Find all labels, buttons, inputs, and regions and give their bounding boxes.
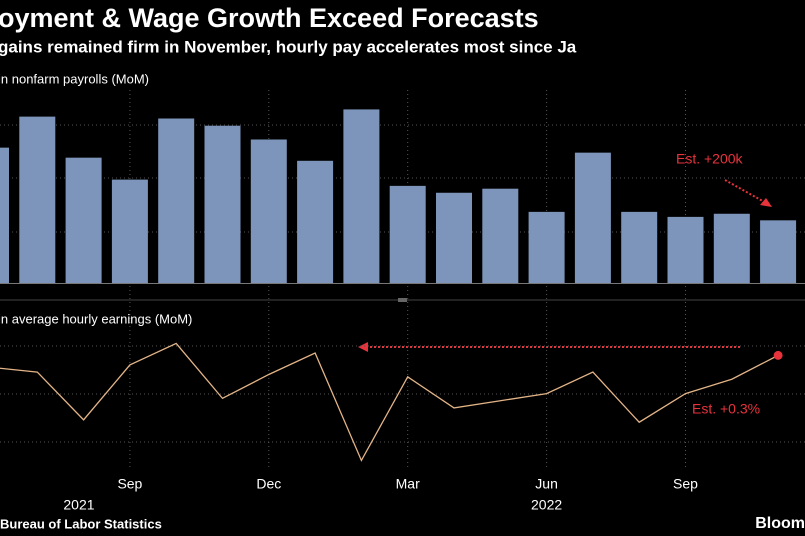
x-tick-label: Dec <box>256 476 281 492</box>
bar <box>667 216 704 283</box>
chart-subtitle: gains remained firm in November, hourly … <box>0 37 577 56</box>
line <box>0 342 779 462</box>
logo: Bloom <box>755 515 805 532</box>
annotation: Est. +200k <box>676 151 744 167</box>
x-tick-label: Sep <box>117 476 142 492</box>
bar <box>760 220 797 283</box>
bar <box>482 188 519 283</box>
year-label: 2022 <box>531 497 562 513</box>
separator-handle <box>398 298 407 302</box>
year-label: 2021 <box>63 497 94 513</box>
annotation: Est. +0.3% <box>692 401 760 417</box>
x-tick-label: Sep <box>673 476 698 492</box>
bar <box>65 157 102 283</box>
bar <box>528 211 565 283</box>
bar <box>621 211 658 283</box>
bar <box>204 125 241 283</box>
bar <box>343 109 380 283</box>
bar <box>436 192 472 283</box>
bar <box>158 118 195 283</box>
bar <box>574 152 611 283</box>
arrow-head <box>760 198 772 207</box>
chart-title: oyment & Wage Growth Exceed Forecasts <box>0 3 539 33</box>
panel-label: in nonfarm payrolls (MoM) <box>0 71 149 86</box>
bar <box>389 185 426 283</box>
x-tick-label: Jun <box>535 476 558 492</box>
source: Bureau of Labor Statistics <box>0 516 162 531</box>
latest-point <box>773 350 783 360</box>
bar <box>713 213 750 283</box>
bar <box>297 160 334 283</box>
bar <box>111 179 148 283</box>
panel-label: in average hourly earnings (MoM) <box>0 311 192 326</box>
bar <box>0 147 9 283</box>
bar <box>250 139 287 283</box>
arrow-head <box>358 342 368 352</box>
annotation-arrow <box>724 179 769 205</box>
x-tick-label: Mar <box>396 476 420 492</box>
bar <box>19 116 56 284</box>
